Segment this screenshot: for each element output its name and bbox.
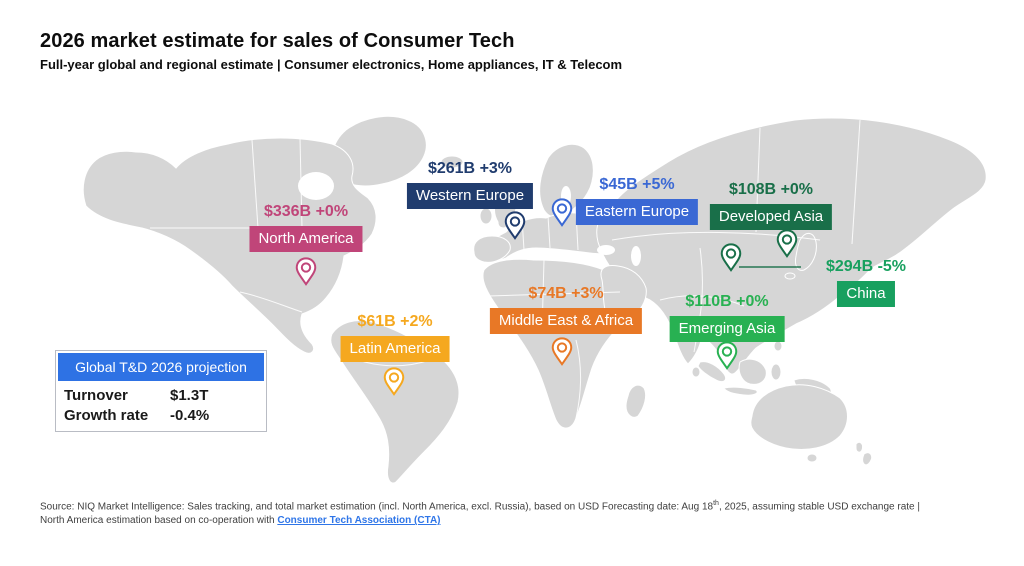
region-group-china: $294B -5% China [825,258,907,308]
map-pin-eastern-europe [551,198,573,232]
region-growth: +5% [642,176,675,193]
map-australia [750,384,848,450]
map-ireland [479,207,493,225]
region-label: Developed Asia [709,204,833,231]
projection-row-label: Turnover [64,387,128,404]
projection-row-label: Growth rate [64,407,149,424]
developed-asia-leader-line [739,266,801,268]
region-group-latin-america: $61B +2% Latin America [340,313,450,363]
page-subtitle: Full-year global and regional estimate |… [40,57,623,72]
region-label: Eastern Europe [575,199,699,226]
region-group-developed-asia: $108B +0% Developed Asia [709,181,833,231]
map-pin-developed-asia-west [720,243,742,277]
map-sri-lanka [691,366,701,378]
map-pin-middle-east-africa [551,337,573,371]
map-pin-western-europe [504,211,526,245]
region-value: $294B -5% [825,258,907,275]
region-value: $110B +0% [685,293,769,310]
region-group-western-europe: $261B +3% Western Europe [406,160,534,210]
region-group-middle-east-africa: $74B +3% Middle East & Africa [489,285,643,335]
ordinal-superscript: th [713,500,719,507]
region-group-emerging-asia: $110B +0% Emerging Asia [669,293,785,343]
map-iceland [440,155,464,169]
region-label: North America [249,226,363,253]
region-group-north-america: $336B +0% North America [249,203,363,253]
map-pin-emerging-asia [716,341,738,375]
region-label: Middle East & Africa [489,308,643,335]
region-growth: +3% [479,160,513,177]
page-title: 2026 market estimate for sales of Consum… [40,30,515,52]
region-value: $61B +2% [357,313,433,330]
map-pin-latin-america [383,367,405,401]
region-group-eastern-europe: $45B +5% Eastern Europe [575,176,699,226]
region-label: China [837,281,895,308]
map-borneo [738,358,767,385]
map-pin-developed-asia-east [776,229,798,263]
map-pin-north-america [295,257,317,291]
region-label: Western Europe [406,183,534,210]
map-tasmania [806,453,818,463]
region-growth: +0% [736,293,769,310]
projection-card: Global T&D 2026 projection Turnover $1.3… [55,350,267,432]
region-growth: +0% [780,181,814,198]
map-greenland [331,115,427,187]
region-growth: +3% [571,285,604,302]
source-text: Source: NIQ Market Intelligence: Sales t… [40,499,1000,528]
projection-row-value: -0.4% [170,407,210,424]
projection-row-value: $1.3T [170,387,209,404]
region-growth: -5% [877,258,907,275]
region-value: $261B +3% [427,160,513,177]
region-growth: +2% [400,313,433,330]
map-iberia [473,235,511,263]
region-label: Emerging Asia [669,316,785,343]
map-japan-south [784,272,796,280]
map-madagascar [625,384,647,418]
map-japan [795,233,817,271]
region-value: $74B +3% [528,285,604,302]
source-line-2: North America estimation based on co-ope… [40,515,441,527]
map-java [723,386,758,396]
map-nz-south [862,452,873,466]
region-growth: +0% [315,203,349,220]
cta-link[interactable]: Consumer Tech Association (CTA) [277,515,441,527]
projection-rows: Turnover $1.3T Growth rate -0.4% [58,381,264,431]
region-value: $336B +0% [263,203,349,220]
map-nz-north [855,441,863,453]
source-line-1: Source: NIQ Market Intelligence: Sales t… [40,500,920,513]
map-philippines-south [773,340,783,352]
map-sulawesi [770,363,782,381]
region-value: $45B +5% [599,176,675,193]
region-value: $108B +0% [728,181,814,198]
projection-header: Global T&D 2026 projection [58,353,264,381]
region-label: Latin America [340,336,450,363]
map-sumatra [697,361,727,383]
